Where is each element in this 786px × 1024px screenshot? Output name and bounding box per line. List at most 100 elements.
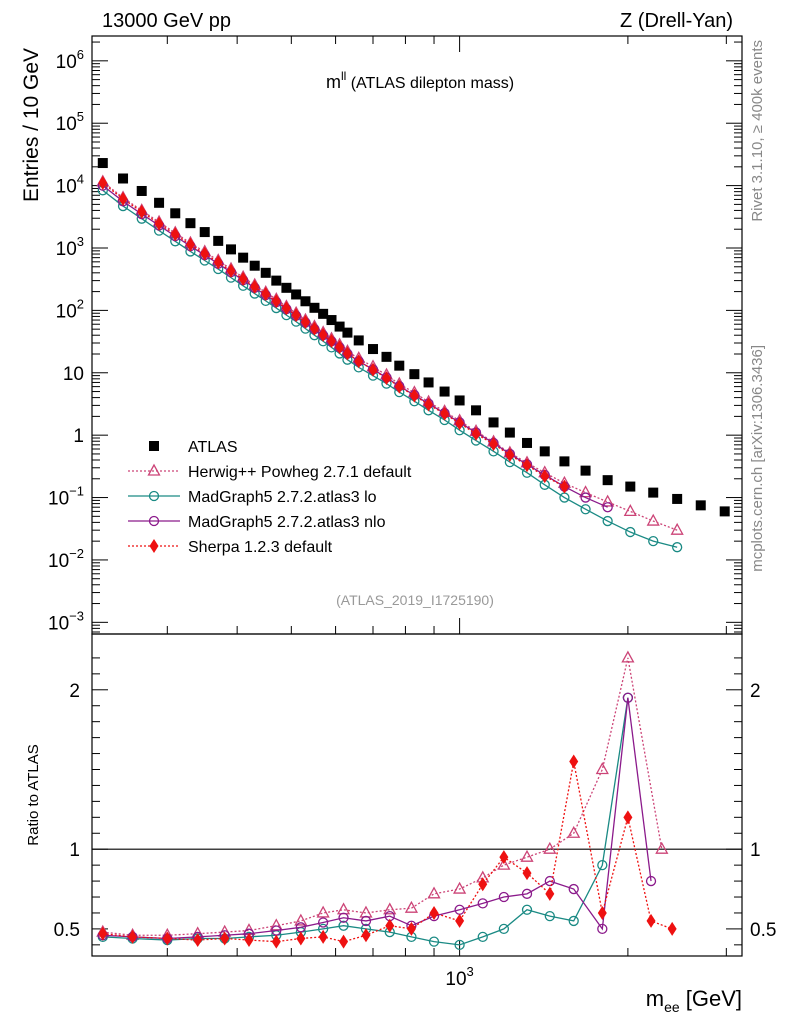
mc-point-3 xyxy=(170,227,180,242)
ratio-point-0 xyxy=(336,902,351,915)
atlas-data-point xyxy=(136,185,147,196)
ratio-point-0 xyxy=(520,849,534,862)
mc-point-3 xyxy=(137,204,147,219)
main-y-axis-label: Entries / 10 GeV xyxy=(20,48,43,202)
mc-point-3 xyxy=(368,362,378,377)
ratio-point-0 xyxy=(359,905,373,918)
ratio-point-0 xyxy=(383,902,397,915)
ratio-point-2 xyxy=(521,888,533,899)
atlas-data-point xyxy=(672,493,683,504)
atlas-data-point xyxy=(580,465,591,476)
atlas-data-point xyxy=(353,335,364,346)
ratio-point-1 xyxy=(568,915,579,927)
legend-marker xyxy=(148,490,160,502)
atlas-data-point xyxy=(260,267,271,278)
mc-line-3 xyxy=(102,182,565,488)
mc-point-1 xyxy=(625,526,636,538)
ratio-point-3 xyxy=(162,931,172,946)
ratio-point-0 xyxy=(567,825,581,838)
main-y-tick-label: 10−3 xyxy=(48,608,84,634)
ratio-y-tick-label-left: 2 xyxy=(69,681,80,702)
mc-point-3 xyxy=(309,321,319,336)
ratio-point-1 xyxy=(597,859,608,871)
atlas-data-point xyxy=(225,244,236,255)
ratio-point-2 xyxy=(498,891,510,903)
mc-point-3 xyxy=(300,315,310,330)
ratio-point-0 xyxy=(453,881,467,894)
atlas-data-point xyxy=(695,500,706,511)
atlas-data-point xyxy=(648,487,659,498)
ratio-point-0 xyxy=(655,841,669,854)
ratio-point-0 xyxy=(294,913,308,926)
atlas-data-point xyxy=(439,386,450,397)
ratio-point-1 xyxy=(544,910,555,922)
legend: ATLAS Herwig++ Powheg 2.7.1 default MadGra… xyxy=(128,439,412,556)
mc-point-3 xyxy=(118,191,128,206)
mc-point-3 xyxy=(238,272,248,287)
rivet-label: Rivet 3.1.10, ≥ 400k events xyxy=(749,40,766,222)
ratio-point-0 xyxy=(427,886,441,899)
ratio-point-2 xyxy=(477,898,488,909)
ratio-point-2 xyxy=(597,923,608,935)
ratio-point-3 xyxy=(406,921,416,936)
ratio-point-3 xyxy=(244,933,254,948)
ratio-point-3 xyxy=(597,905,607,920)
legend-label: Sherpa 1.2.3 default xyxy=(188,539,333,556)
mc-point-3 xyxy=(394,379,404,394)
main-series-group xyxy=(96,158,730,553)
atlas-data-point xyxy=(326,315,337,326)
mc-point-3 xyxy=(489,437,499,452)
ratio-y-tick-label-right: 0.5 xyxy=(750,920,776,941)
atlas-data-point xyxy=(118,173,129,184)
mc-point-1 xyxy=(580,504,591,515)
ratio-point-1 xyxy=(338,920,349,931)
atlas-data-point xyxy=(368,344,379,355)
ratio-point-3 xyxy=(271,934,281,949)
atlas-data-point xyxy=(409,369,420,380)
ratio-point-0 xyxy=(543,841,557,854)
ratio-point-3 xyxy=(623,810,633,825)
mc-point-3 xyxy=(327,334,337,349)
x-axis-label: mee [GeV] xyxy=(646,986,742,1015)
ratio-point-3 xyxy=(98,926,108,941)
x-tick-label: 103 xyxy=(445,964,473,990)
ratio-point-2 xyxy=(544,875,555,887)
ratio-point-2 xyxy=(568,883,579,895)
legend-marker xyxy=(149,539,159,553)
mc-point-3 xyxy=(200,246,210,261)
ratio-point-2 xyxy=(645,875,657,887)
main-y-tick-label: 105 xyxy=(56,109,84,135)
analysis-id: (ATLAS_2019_I1725190) xyxy=(336,592,494,608)
mc-point-3 xyxy=(540,469,550,484)
ratio-point-0 xyxy=(316,905,330,918)
mc-point-3 xyxy=(281,301,291,316)
mc-point-3 xyxy=(261,287,271,302)
mc-point-3 xyxy=(424,397,434,412)
atlas-data-point xyxy=(719,506,730,517)
mc-point-3 xyxy=(154,216,164,231)
main-y-tick-label: 103 xyxy=(56,234,84,260)
mc-point-1 xyxy=(648,536,659,547)
atlas-data-point xyxy=(309,302,320,313)
ratio-point-3 xyxy=(499,850,509,865)
ratio-point-3 xyxy=(478,877,488,892)
atlas-data-point xyxy=(423,377,434,388)
mcplots-label: mcplots.cern.ch [arXiv:1306.3436] xyxy=(749,345,766,572)
mc-point-3 xyxy=(455,416,465,431)
ratio-point-3 xyxy=(361,928,371,943)
mc-point-0 xyxy=(646,513,660,526)
ratio-point-3 xyxy=(296,931,306,946)
ratio-point-3 xyxy=(220,931,230,946)
ratio-point-0 xyxy=(595,762,609,775)
atlas-data-point xyxy=(199,227,210,238)
atlas-data-point xyxy=(318,308,329,319)
mc-point-0 xyxy=(578,485,593,498)
ratio-point-2 xyxy=(622,692,634,703)
ratio-point-3 xyxy=(339,934,349,949)
atlas-data-point xyxy=(602,475,613,486)
main-y-tick-label: 106 xyxy=(56,47,84,73)
atlas-data-point xyxy=(97,158,108,169)
legend-label: Herwig++ Powheg 2.7.1 default xyxy=(188,464,412,481)
atlas-data-point xyxy=(394,360,405,371)
